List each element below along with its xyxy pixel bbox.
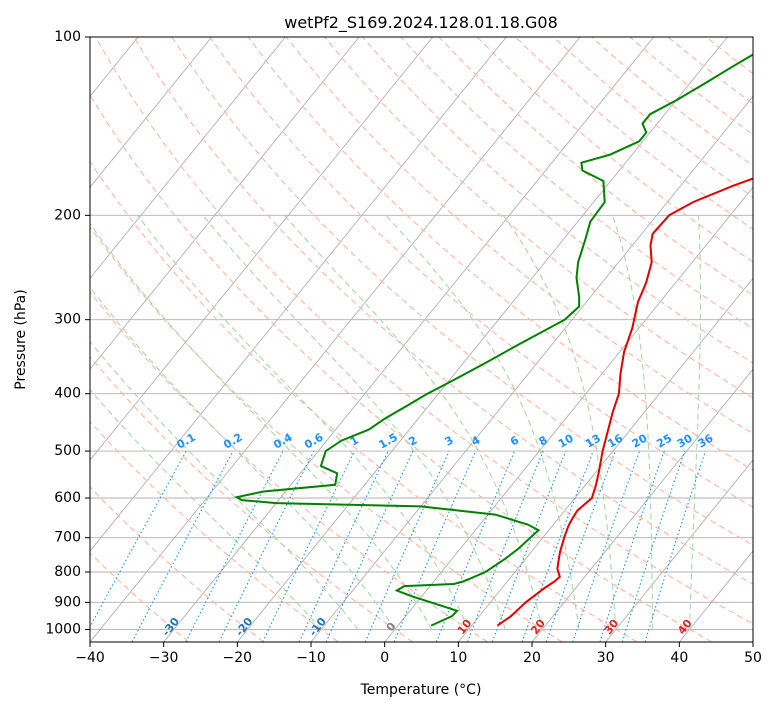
- y-tick-label: 900: [54, 594, 81, 610]
- y-tick-label: 1000: [45, 621, 81, 637]
- x-tick-label: 20: [523, 650, 541, 666]
- x-tick-label: −40: [75, 650, 105, 666]
- x-tick-label: 50: [744, 650, 762, 666]
- x-tick-label: 0: [380, 650, 389, 666]
- y-tick-label: 100: [54, 29, 81, 45]
- x-tick-label: −10: [296, 650, 326, 666]
- y-tick-label: 700: [54, 530, 81, 546]
- chart-title: wetPf2_S169.2024.128.01.18.G08: [284, 13, 558, 33]
- y-tick-label: 400: [54, 386, 81, 402]
- y-tick-label: 600: [54, 490, 81, 506]
- x-tick-label: 10: [449, 650, 467, 666]
- y-tick-label: 500: [54, 443, 81, 459]
- y-axis-label: Pressure (hPa): [13, 289, 29, 389]
- x-tick-label: 30: [597, 650, 615, 666]
- x-tick-label: −20: [223, 650, 253, 666]
- x-axis-label: Temperature (°C): [360, 682, 482, 698]
- y-tick-label: 800: [54, 564, 81, 580]
- x-tick-label: 40: [670, 650, 688, 666]
- y-tick-label: 300: [54, 312, 81, 328]
- x-tick-label: −30: [149, 650, 179, 666]
- y-tick-label: 200: [54, 207, 81, 223]
